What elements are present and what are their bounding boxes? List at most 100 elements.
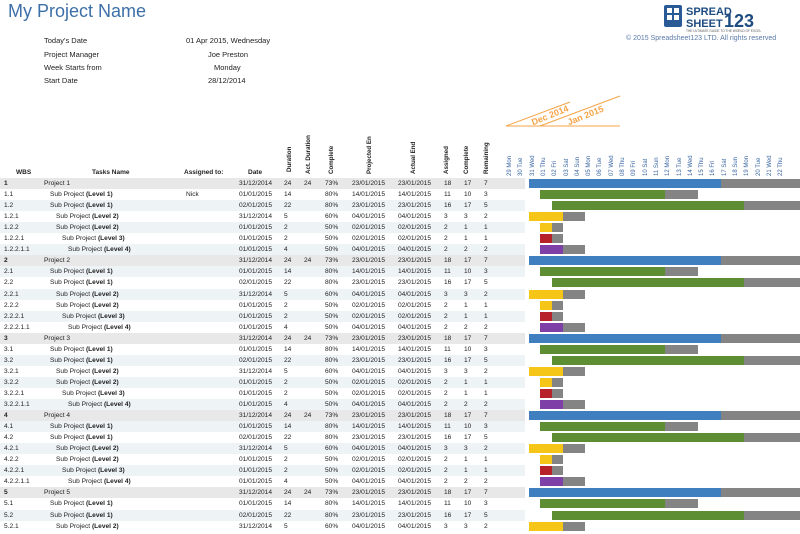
cell-date[interactable]: 31/12/2014 [239,180,273,187]
table-row[interactable] [0,321,525,333]
cell-date[interactable]: 01/01/2015 [239,389,273,397]
cell-date[interactable]: 01/01/2015 [239,323,273,331]
table-row[interactable] [0,222,525,234]
cell-task-name[interactable]: Sub Project (Level 4) [68,399,131,410]
cell-date[interactable]: 01/01/2015 [239,478,273,486]
table-row[interactable] [0,498,525,510]
table-row[interactable] [0,520,525,532]
cell-task-name[interactable]: Sub Project (Level 1) [50,498,113,509]
cell-date[interactable]: 01/01/2015 [239,312,273,320]
cell-duration[interactable]: 24 [284,257,292,265]
gantt-bar-remaining[interactable] [562,521,586,531]
cell-date[interactable]: 01/01/2015 [239,191,273,199]
table-row[interactable] [0,343,525,355]
cell-duration[interactable]: 24 [284,180,292,187]
cell-duration[interactable]: 22 [284,202,292,210]
cell-date[interactable]: 02/01/2015 [239,434,273,442]
cell-task-name[interactable]: Sub Project (Level 4) [68,244,131,255]
gantt-bar-remaining[interactable] [743,355,800,365]
cell-duration[interactable]: 5 [284,213,288,221]
cell-task-name[interactable]: Sub Project (Level 2) [56,454,119,465]
cell-duration[interactable]: 5 [284,290,288,298]
cell-duration[interactable]: 14 [284,345,292,353]
cell-date[interactable]: 02/01/2015 [239,511,273,519]
gantt-bar-complete[interactable] [540,477,563,487]
cell-date[interactable]: 01/01/2015 [239,378,273,386]
table-row[interactable] [0,487,525,499]
gantt-bar-remaining[interactable] [743,278,800,288]
table-row[interactable] [0,299,525,311]
table-row[interactable] [0,454,525,466]
gantt-bar-complete[interactable] [529,366,563,376]
table-row[interactable] [0,410,525,422]
gantt-bar-complete[interactable] [551,433,744,443]
info-value-week-start[interactable]: Monday [214,63,241,72]
cell-date[interactable]: 02/01/2015 [239,279,273,287]
gantt-bar-remaining[interactable] [551,234,563,244]
table-row[interactable] [0,277,525,289]
cell-date[interactable]: 31/12/2014 [239,257,273,265]
gantt-bar-remaining[interactable] [551,300,563,310]
cell-task-name[interactable]: Sub Project (Level 3) [62,311,125,322]
cell-task-name[interactable]: Sub Project (Level 1) [50,421,113,432]
gantt-bar-complete[interactable] [551,510,744,520]
gantt-bar-remaining[interactable] [721,179,800,188]
gantt-bar-remaining[interactable] [551,377,563,387]
cell-task-name[interactable]: Sub Project (Level 2) [56,443,119,454]
cell-date[interactable]: 31/12/2014 [239,290,273,298]
table-row[interactable] [0,332,525,344]
cell-date[interactable]: 01/01/2015 [239,401,273,408]
cell-duration[interactable]: 2 [284,467,288,475]
cell-duration[interactable]: 2 [284,224,288,232]
cell-duration[interactable]: 14 [284,500,292,508]
table-row[interactable] [0,387,525,399]
cell-date[interactable]: 01/01/2015 [239,235,273,243]
cell-task-name[interactable]: Sub Project (Level 3) [62,233,125,244]
table-row[interactable] [0,310,525,322]
gantt-bar-complete[interactable] [540,422,665,432]
cell-task-name[interactable]: Project 5 [44,487,70,498]
table-row[interactable] [0,288,525,300]
cell-date[interactable]: 31/12/2014 [239,445,273,453]
cell-duration[interactable]: 24 [284,489,292,497]
cell-duration[interactable]: 24 [284,334,292,342]
table-row[interactable] [0,443,525,455]
gantt-bar-complete[interactable] [551,355,744,365]
gantt-bar-remaining[interactable] [721,256,800,266]
info-value-start-date[interactable]: 28/12/2014 [208,76,246,85]
cell-date[interactable]: 01/01/2015 [239,224,273,232]
gantt-bar-complete[interactable] [540,466,552,476]
cell-task-name[interactable]: Sub Project (Level 3) [62,388,125,399]
cell-date[interactable]: 02/01/2015 [239,202,273,210]
cell-duration[interactable]: 4 [284,401,288,408]
gantt-bar-complete[interactable] [529,444,563,454]
cell-date[interactable]: 02/01/2015 [239,356,273,364]
gantt-bar-remaining[interactable] [562,322,586,332]
info-value-todays-date[interactable]: 01 Apr 2015, Wednesday [186,36,271,45]
gantt-bar-complete[interactable] [551,278,744,288]
cell-duration[interactable]: 22 [284,279,292,287]
cell-date[interactable]: 01/01/2015 [239,268,273,276]
cell-duration[interactable]: 2 [284,456,288,464]
table-row[interactable] [0,476,525,488]
gantt-bar-complete[interactable] [529,256,722,266]
cell-duration[interactable]: 22 [284,434,292,442]
cell-duration[interactable]: 5 [284,367,288,375]
table-row[interactable] [0,399,525,410]
cell-task-name[interactable]: Sub Project (Level 2) [56,377,119,388]
cell-duration[interactable]: 14 [284,268,292,276]
cell-task-name[interactable]: Sub Project (Level 2) [56,222,119,233]
table-row[interactable] [0,200,525,212]
table-row[interactable] [0,178,525,189]
gantt-bar-remaining[interactable] [562,477,586,487]
gantt-bar-complete[interactable] [551,201,744,211]
gantt-bar-remaining[interactable] [551,311,563,321]
cell-date[interactable]: 01/01/2015 [239,456,273,464]
cell-date[interactable]: 01/01/2015 [239,467,273,475]
cell-date[interactable]: 31/12/2014 [239,412,273,420]
cell-task-name[interactable]: Project 4 [44,410,70,421]
gantt-bar-remaining[interactable] [562,400,586,409]
table-row[interactable] [0,266,525,278]
gantt-bar-remaining[interactable] [743,433,800,443]
gantt-bar-complete[interactable] [540,322,563,332]
